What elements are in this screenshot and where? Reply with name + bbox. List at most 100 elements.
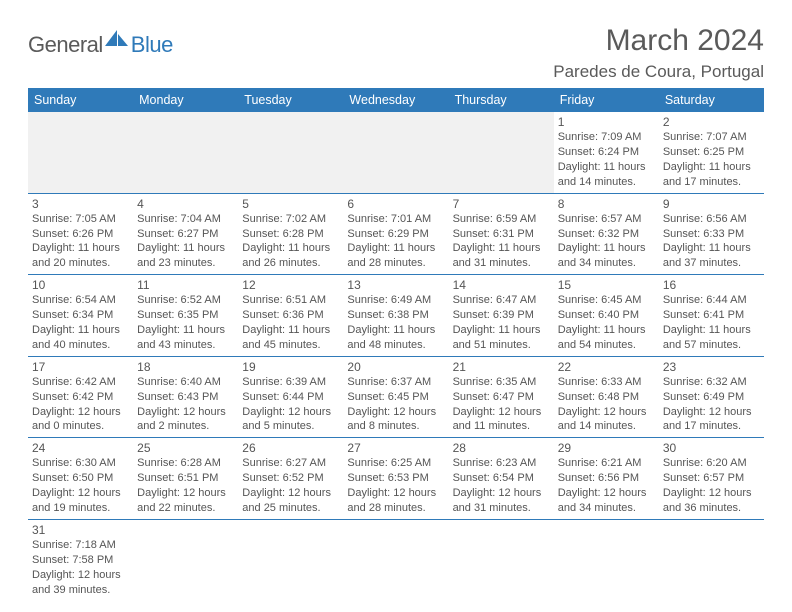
day-number: 5 [242, 196, 339, 212]
day-number: 21 [453, 359, 550, 375]
sunrise-text: Sunrise: 7:05 AM [32, 212, 129, 227]
calendar-cell [238, 519, 343, 600]
daylight-text: Daylight: 11 hours and 26 minutes. [242, 241, 339, 271]
day-number: 23 [663, 359, 760, 375]
sunset-text: Sunset: 6:34 PM [32, 308, 129, 323]
calendar-row: 10Sunrise: 6:54 AMSunset: 6:34 PMDayligh… [28, 275, 764, 357]
calendar-cell: 12Sunrise: 6:51 AMSunset: 6:36 PMDayligh… [238, 275, 343, 357]
sunset-text: Sunset: 6:42 PM [32, 390, 129, 405]
sail-icon [103, 30, 129, 48]
sunset-text: Sunset: 6:47 PM [453, 390, 550, 405]
col-header: Friday [554, 88, 659, 112]
day-number: 19 [242, 359, 339, 375]
sunset-text: Sunset: 6:36 PM [242, 308, 339, 323]
calendar-cell: 4Sunrise: 7:04 AMSunset: 6:27 PMDaylight… [133, 193, 238, 275]
sunrise-text: Sunrise: 7:04 AM [137, 212, 234, 227]
calendar-cell: 9Sunrise: 6:56 AMSunset: 6:33 PMDaylight… [659, 193, 764, 275]
calendar-cell: 8Sunrise: 6:57 AMSunset: 6:32 PMDaylight… [554, 193, 659, 275]
sunrise-text: Sunrise: 7:01 AM [347, 212, 444, 227]
day-number: 10 [32, 277, 129, 293]
sunrise-text: Sunrise: 6:42 AM [32, 375, 129, 390]
logo-text-blue: Blue [131, 32, 173, 58]
sunrise-text: Sunrise: 6:47 AM [453, 293, 550, 308]
daylight-text: Daylight: 11 hours and 51 minutes. [453, 323, 550, 353]
sunset-text: Sunset: 6:50 PM [32, 471, 129, 486]
calendar-row: 31Sunrise: 7:18 AMSunset: 7:58 PMDayligh… [28, 519, 764, 600]
sunrise-text: Sunrise: 6:32 AM [663, 375, 760, 390]
day-number: 22 [558, 359, 655, 375]
calendar-cell [28, 112, 133, 193]
daylight-text: Daylight: 11 hours and 40 minutes. [32, 323, 129, 353]
calendar-cell: 23Sunrise: 6:32 AMSunset: 6:49 PMDayligh… [659, 356, 764, 438]
sunset-text: Sunset: 6:56 PM [558, 471, 655, 486]
day-number: 27 [347, 440, 444, 456]
calendar-cell [238, 112, 343, 193]
calendar-cell: 7Sunrise: 6:59 AMSunset: 6:31 PMDaylight… [449, 193, 554, 275]
sunrise-text: Sunrise: 7:07 AM [663, 130, 760, 145]
sunset-text: Sunset: 6:40 PM [558, 308, 655, 323]
sunrise-text: Sunrise: 6:25 AM [347, 456, 444, 471]
sunset-text: Sunset: 6:24 PM [558, 145, 655, 160]
sunset-text: Sunset: 6:43 PM [137, 390, 234, 405]
daylight-text: Daylight: 11 hours and 45 minutes. [242, 323, 339, 353]
calendar-cell: 26Sunrise: 6:27 AMSunset: 6:52 PMDayligh… [238, 438, 343, 520]
sunrise-text: Sunrise: 6:35 AM [453, 375, 550, 390]
page-title: March 2024 [553, 24, 764, 58]
title-block: March 2024 Paredes de Coura, Portugal [553, 24, 764, 82]
day-number: 31 [32, 522, 129, 538]
sunrise-text: Sunrise: 6:56 AM [663, 212, 760, 227]
header: General Blue March 2024 Paredes de Coura… [28, 24, 764, 82]
day-header-row: Sunday Monday Tuesday Wednesday Thursday… [28, 88, 764, 112]
calendar-cell: 20Sunrise: 6:37 AMSunset: 6:45 PMDayligh… [343, 356, 448, 438]
sunrise-text: Sunrise: 6:44 AM [663, 293, 760, 308]
day-number: 7 [453, 196, 550, 212]
sunrise-text: Sunrise: 6:28 AM [137, 456, 234, 471]
calendar-cell: 31Sunrise: 7:18 AMSunset: 7:58 PMDayligh… [28, 519, 133, 600]
day-number: 15 [558, 277, 655, 293]
sunset-text: Sunset: 6:48 PM [558, 390, 655, 405]
calendar-cell: 24Sunrise: 6:30 AMSunset: 6:50 PMDayligh… [28, 438, 133, 520]
daylight-text: Daylight: 12 hours and 31 minutes. [453, 486, 550, 516]
day-number: 11 [137, 277, 234, 293]
calendar-cell: 19Sunrise: 6:39 AMSunset: 6:44 PMDayligh… [238, 356, 343, 438]
daylight-text: Daylight: 11 hours and 20 minutes. [32, 241, 129, 271]
sunrise-text: Sunrise: 7:09 AM [558, 130, 655, 145]
sunrise-text: Sunrise: 6:21 AM [558, 456, 655, 471]
sunset-text: Sunset: 6:41 PM [663, 308, 760, 323]
sunset-text: Sunset: 6:26 PM [32, 227, 129, 242]
sunrise-text: Sunrise: 6:33 AM [558, 375, 655, 390]
logo: General Blue [28, 30, 173, 60]
calendar-cell [343, 519, 448, 600]
sunset-text: Sunset: 6:38 PM [347, 308, 444, 323]
sunset-text: Sunset: 6:27 PM [137, 227, 234, 242]
daylight-text: Daylight: 11 hours and 57 minutes. [663, 323, 760, 353]
sunrise-text: Sunrise: 6:30 AM [32, 456, 129, 471]
logo-text-general: General [28, 32, 103, 58]
day-number: 16 [663, 277, 760, 293]
sunset-text: Sunset: 6:33 PM [663, 227, 760, 242]
location-label: Paredes de Coura, Portugal [553, 62, 764, 82]
day-number: 20 [347, 359, 444, 375]
day-number: 3 [32, 196, 129, 212]
daylight-text: Daylight: 12 hours and 17 minutes. [663, 405, 760, 435]
calendar-cell: 14Sunrise: 6:47 AMSunset: 6:39 PMDayligh… [449, 275, 554, 357]
calendar-cell: 17Sunrise: 6:42 AMSunset: 6:42 PMDayligh… [28, 356, 133, 438]
calendar-cell: 3Sunrise: 7:05 AMSunset: 6:26 PMDaylight… [28, 193, 133, 275]
sunrise-text: Sunrise: 6:20 AM [663, 456, 760, 471]
sunrise-text: Sunrise: 6:27 AM [242, 456, 339, 471]
sunset-text: Sunset: 6:54 PM [453, 471, 550, 486]
daylight-text: Daylight: 12 hours and 0 minutes. [32, 405, 129, 435]
col-header: Saturday [659, 88, 764, 112]
calendar-cell: 22Sunrise: 6:33 AMSunset: 6:48 PMDayligh… [554, 356, 659, 438]
day-number: 1 [558, 114, 655, 130]
sunset-text: Sunset: 6:52 PM [242, 471, 339, 486]
daylight-text: Daylight: 11 hours and 17 minutes. [663, 160, 760, 190]
daylight-text: Daylight: 12 hours and 11 minutes. [453, 405, 550, 435]
sunset-text: Sunset: 6:45 PM [347, 390, 444, 405]
sunset-text: Sunset: 6:31 PM [453, 227, 550, 242]
daylight-text: Daylight: 12 hours and 25 minutes. [242, 486, 339, 516]
sunset-text: Sunset: 6:57 PM [663, 471, 760, 486]
daylight-text: Daylight: 11 hours and 54 minutes. [558, 323, 655, 353]
calendar-row: 1Sunrise: 7:09 AMSunset: 6:24 PM Daylight… [28, 112, 764, 193]
sunrise-text: Sunrise: 6:59 AM [453, 212, 550, 227]
